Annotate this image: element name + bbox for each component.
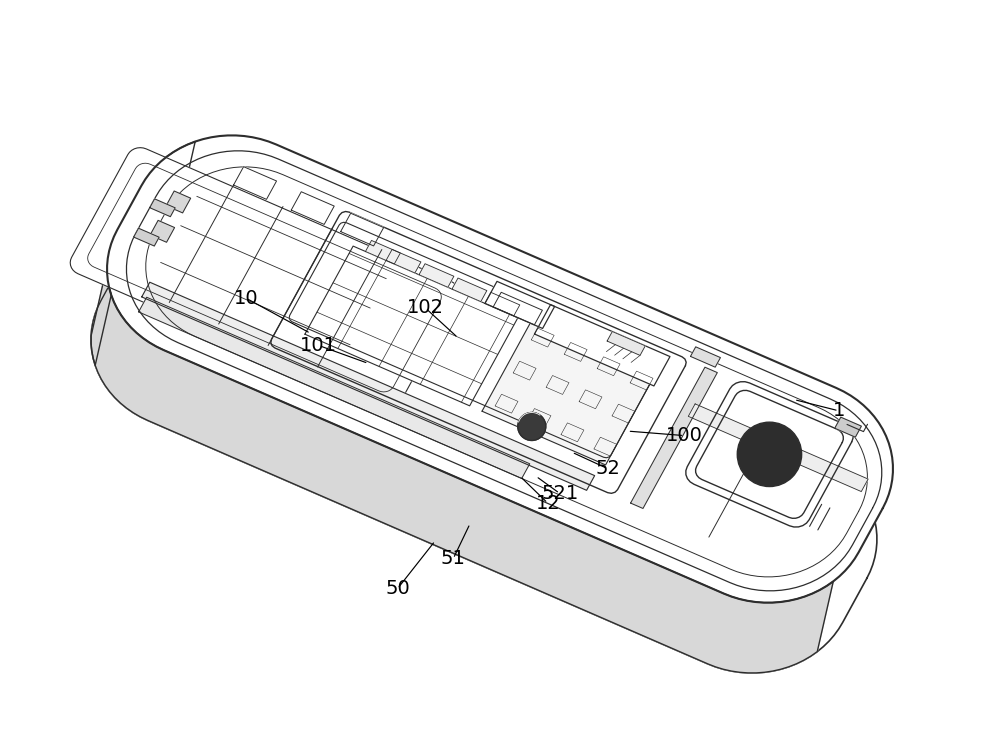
Polygon shape <box>631 367 717 508</box>
Text: 52: 52 <box>595 459 620 478</box>
Polygon shape <box>607 332 645 355</box>
Text: 521: 521 <box>541 484 578 503</box>
Text: 10: 10 <box>234 289 258 308</box>
Polygon shape <box>271 212 686 493</box>
Polygon shape <box>70 148 459 407</box>
Polygon shape <box>142 282 595 490</box>
Polygon shape <box>835 417 861 437</box>
Polygon shape <box>150 220 175 242</box>
Polygon shape <box>134 228 159 246</box>
Polygon shape <box>365 241 400 264</box>
Polygon shape <box>485 281 555 329</box>
Polygon shape <box>341 213 384 246</box>
Text: 101: 101 <box>300 336 337 355</box>
Polygon shape <box>688 404 868 492</box>
Polygon shape <box>452 278 487 302</box>
Circle shape <box>746 431 793 478</box>
Polygon shape <box>696 391 843 518</box>
Polygon shape <box>150 199 175 216</box>
Polygon shape <box>107 136 893 602</box>
Text: 1: 1 <box>833 401 845 420</box>
Text: 50: 50 <box>385 579 410 599</box>
Text: 12: 12 <box>535 494 560 513</box>
Polygon shape <box>482 323 654 465</box>
Polygon shape <box>419 264 454 287</box>
Polygon shape <box>139 297 530 479</box>
Polygon shape <box>166 191 191 213</box>
Circle shape <box>518 412 546 440</box>
Polygon shape <box>91 206 877 673</box>
Polygon shape <box>305 246 518 406</box>
Polygon shape <box>386 250 421 273</box>
Polygon shape <box>291 192 334 225</box>
Text: 102: 102 <box>407 299 444 317</box>
Polygon shape <box>690 347 720 367</box>
Polygon shape <box>534 305 670 386</box>
Polygon shape <box>234 167 277 199</box>
Polygon shape <box>91 265 833 673</box>
Circle shape <box>756 441 783 468</box>
Polygon shape <box>91 142 195 365</box>
Text: 100: 100 <box>666 426 703 445</box>
Polygon shape <box>485 293 520 316</box>
Circle shape <box>737 422 802 486</box>
Text: 51: 51 <box>441 550 466 569</box>
